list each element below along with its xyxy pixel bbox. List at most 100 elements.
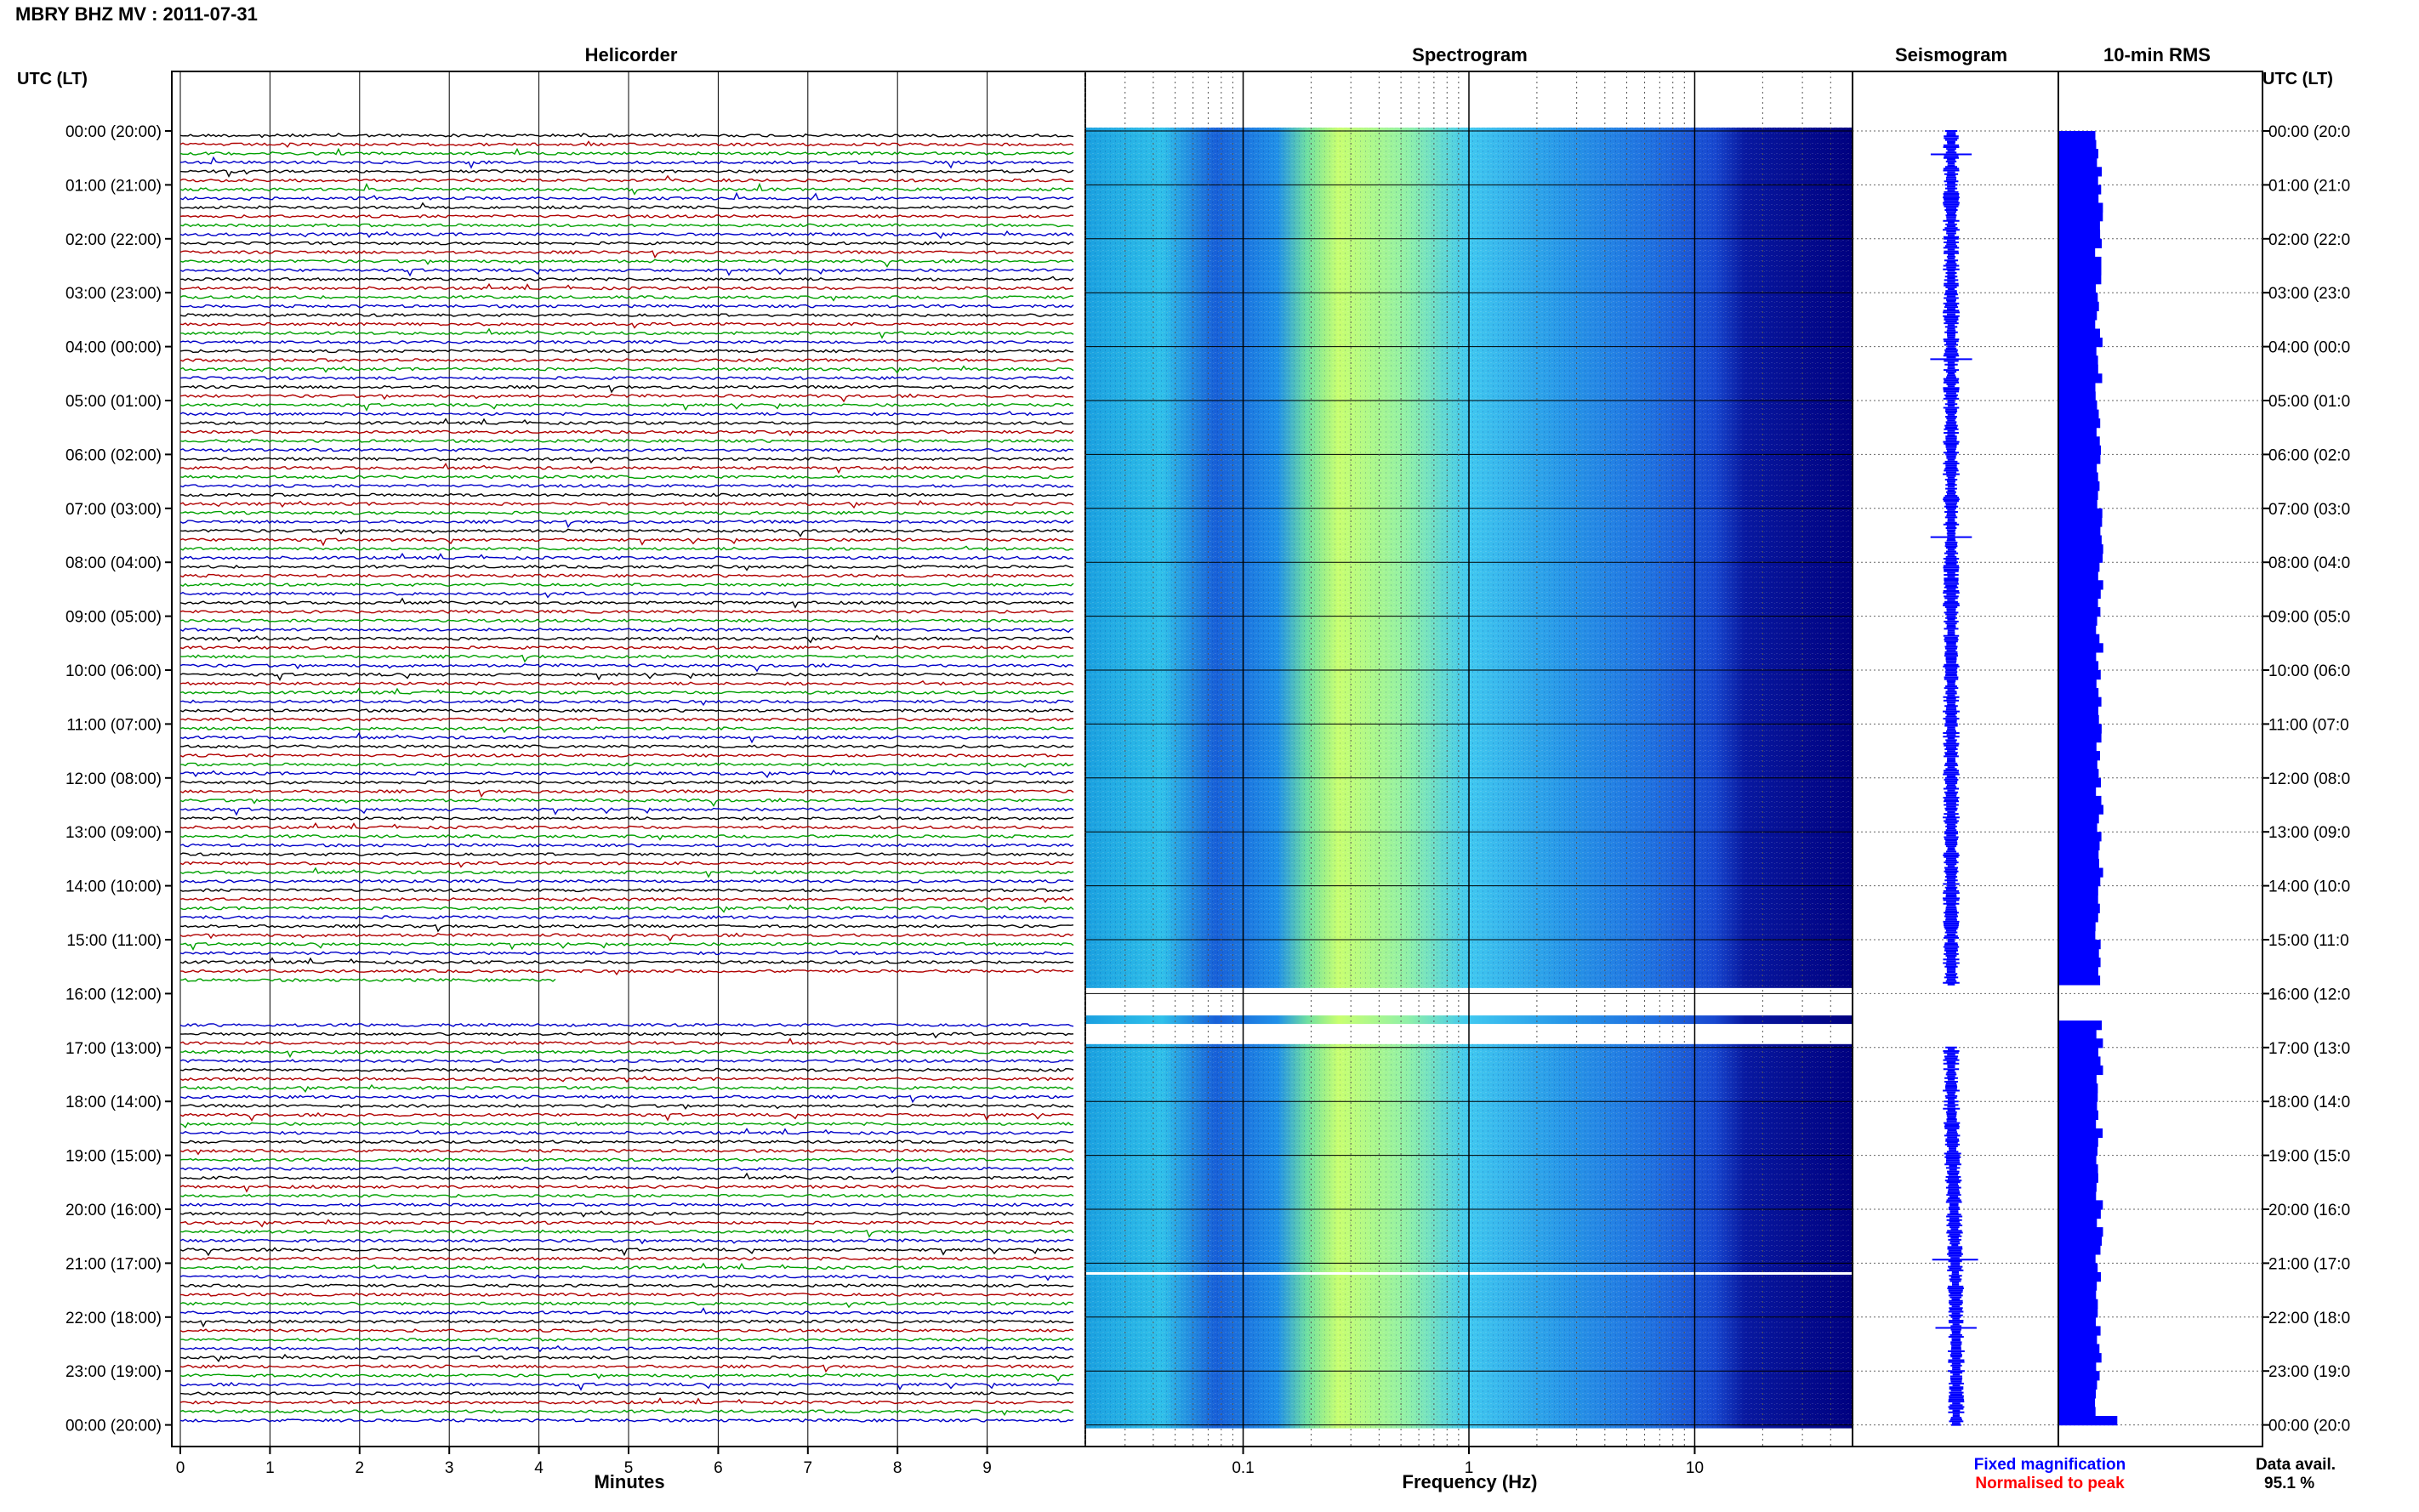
helicorder-trace (179, 447, 1074, 452)
rms-bar (2059, 742, 2097, 752)
helicorder-trace (179, 1381, 1074, 1391)
helicorder-trace (179, 1083, 1074, 1093)
time-label-right: 23:00 (19:0 (2268, 1363, 2350, 1381)
rms-bar (2059, 588, 2101, 600)
rms-bar (2059, 517, 2103, 527)
rms-bar (2059, 1353, 2102, 1363)
helicorder-trace (179, 411, 1074, 417)
helicorder-trace (179, 1283, 1074, 1288)
rms-bar (2059, 382, 2096, 393)
helicorder-trace (179, 313, 1074, 318)
time-label-right: 01:00 (21:0 (2268, 177, 2350, 195)
time-label-right: 04:00 (00:0 (2268, 339, 2350, 357)
time-label-right: 11:00 (07:0 (2268, 716, 2349, 734)
rms-bar (2059, 822, 2097, 833)
helicorder-trace (179, 1219, 1074, 1228)
rms-bar (2059, 355, 2098, 366)
helicorder-trace (179, 798, 1074, 807)
rms-bar (2059, 921, 2096, 932)
rms-bar (2059, 544, 2103, 554)
helicorder-trace (179, 699, 1074, 707)
time-label-right: 17:00 (13:0 (2268, 1040, 2350, 1058)
helicorder-trace (179, 1274, 1074, 1282)
rms-bar (2059, 1281, 2097, 1291)
rms-bar (2059, 1389, 2097, 1399)
rms-bar (2059, 445, 2101, 455)
helicorder-trace (179, 1397, 1074, 1405)
rms-bar (2059, 175, 2098, 185)
rms-bar (2059, 1101, 2097, 1111)
helicorder-trace (179, 1185, 1074, 1193)
helicorder-trace (179, 384, 1074, 394)
rms-bar (2059, 1407, 2096, 1417)
rms-bar (2059, 1397, 2096, 1408)
helicorder-trace (179, 1075, 1074, 1083)
helicorder-trace (179, 223, 1074, 228)
helicorder-trace (179, 1094, 1074, 1104)
helicorder-trace (179, 834, 1074, 841)
minute-tick-label: 4 (534, 1459, 544, 1477)
helicorder-trace (179, 1301, 1074, 1309)
helicorder-trace (179, 475, 1074, 480)
helicorder-trace (179, 969, 1074, 976)
helicorder-trace (179, 1328, 1074, 1333)
rms-bar (2059, 1263, 2098, 1273)
rms-bar (2059, 499, 2097, 509)
rms-bar (2059, 247, 2096, 258)
rms-bar (2059, 1316, 2097, 1327)
time-label-left: 18:00 (14:00) (65, 1094, 162, 1111)
helicorder-trace (179, 1103, 1074, 1111)
helicorder-trace (179, 924, 1074, 933)
time-label-left: 08:00 (04:00) (65, 554, 162, 572)
helicorder-trace (179, 259, 1074, 268)
helicorder-trace (179, 1391, 1074, 1396)
rms-bar (2059, 1209, 2101, 1219)
rms-bar (2059, 1191, 2097, 1202)
helicorder-title: Helicorder (585, 44, 678, 65)
helicorder-trace (179, 213, 1074, 219)
rms-bar (2059, 364, 2098, 374)
helicorder-trace (179, 365, 1074, 374)
time-label-left: 12:00 (08:00) (65, 770, 162, 788)
helicorder-trace (179, 537, 1074, 547)
rms-bar (2059, 1371, 2100, 1381)
rms-bar (2059, 1236, 2103, 1246)
frequency-tick-label: 0.1 (1232, 1459, 1254, 1477)
helicorder-trace (179, 519, 1074, 528)
helicorder-trace (179, 174, 1074, 183)
helicorder-trace (179, 1337, 1074, 1342)
helicorder-trace (179, 1157, 1074, 1162)
rms-bar (2059, 1272, 2101, 1282)
helicorder-trace (179, 483, 1074, 488)
time-label-left: 10:00 (06:00) (65, 662, 162, 680)
time-label-left: 22:00 (18:00) (65, 1310, 162, 1327)
helicorder-trace (179, 1319, 1074, 1328)
time-label-left: 15:00 (11:00) (66, 932, 162, 950)
rms-bar (2059, 275, 2102, 285)
rms-bar (2059, 975, 2101, 986)
rms-bar (2059, 1128, 2103, 1139)
helicorder-trace (179, 147, 1074, 156)
rms-bar (2059, 1290, 2097, 1300)
helicorder-trace (179, 182, 1074, 196)
rms-bar (2059, 1092, 2098, 1102)
minute-tick-label: 0 (176, 1459, 185, 1477)
rms-bar (2059, 751, 2100, 761)
rms-bar (2059, 463, 2097, 474)
time-label-left: 17:00 (13:00) (65, 1040, 162, 1058)
rms-bar (2059, 634, 2100, 644)
helicorder-trace (179, 1193, 1074, 1198)
rms-bars (2059, 131, 2118, 1426)
time-label-right: 12:00 (08:0 (2268, 770, 2350, 788)
helicorder-trace (179, 499, 1074, 509)
helicorder-trace (179, 457, 1074, 464)
rms-bar (2059, 1334, 2097, 1345)
helicorder-trace (180, 429, 1074, 437)
x-ticks: 0 1 2 3 4 5 6 7 8 9 0.1 1 10 (176, 1447, 1704, 1477)
helicorder-trace (179, 168, 1074, 178)
rms-bar (2059, 1416, 2118, 1426)
rms-bar (2059, 877, 2101, 887)
rms-bar (2059, 661, 2099, 671)
helicorder-trace (179, 304, 1074, 309)
helicorder-trace (179, 241, 1074, 246)
